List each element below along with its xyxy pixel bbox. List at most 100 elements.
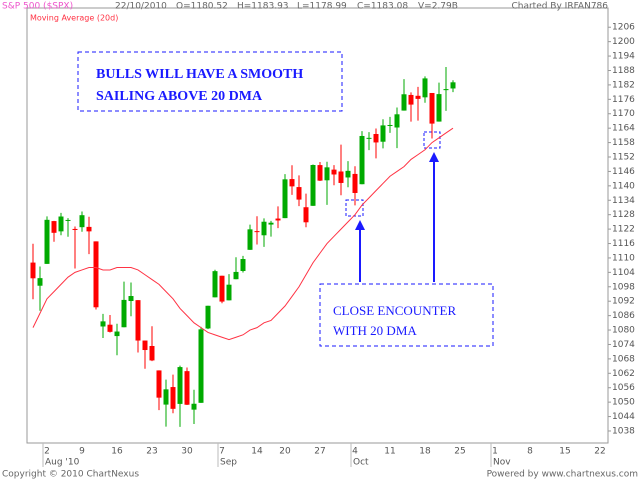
candle-body bbox=[289, 179, 295, 187]
candle-body bbox=[212, 271, 218, 298]
candle-body bbox=[198, 329, 204, 403]
candle-body bbox=[149, 346, 155, 361]
y-tick-label: 1068 bbox=[612, 354, 635, 364]
candle-body bbox=[338, 171, 344, 183]
candle-body bbox=[310, 165, 316, 206]
y-tick-label: 1134 bbox=[612, 196, 635, 206]
candle-body bbox=[177, 367, 183, 404]
y-tick-label: 1140 bbox=[612, 181, 635, 191]
candle-body bbox=[58, 216, 64, 232]
candle-body bbox=[107, 324, 113, 332]
candle-body bbox=[387, 124, 393, 126]
quote: O=1180.52 bbox=[176, 2, 228, 12]
y-tick-label: 1146 bbox=[612, 167, 635, 177]
x-tick-label: 27 bbox=[314, 447, 325, 457]
y-tick-label: 1122 bbox=[612, 225, 635, 235]
footer-left: Copyright © 2010 ChartNexus bbox=[2, 470, 139, 480]
month-label: Aug '10 bbox=[45, 458, 80, 468]
y-tick-label: 1170 bbox=[612, 109, 635, 119]
month-label: Oct bbox=[353, 458, 369, 468]
candle-body bbox=[331, 169, 337, 175]
candle-body bbox=[163, 389, 169, 405]
y-tick-label: 1206 bbox=[612, 23, 635, 33]
x-tick-label: 15 bbox=[559, 447, 570, 457]
annotation-text: CLOSE ENCOUNTER bbox=[333, 303, 456, 318]
y-tick-label: 1110 bbox=[612, 253, 635, 263]
x-tick-label: 8 bbox=[527, 447, 533, 457]
candle-body bbox=[79, 215, 85, 228]
y-tick-label: 1092 bbox=[612, 297, 635, 307]
candle-body bbox=[296, 187, 302, 200]
x-tick-label: 16 bbox=[111, 447, 123, 457]
y-tick-label: 1194 bbox=[612, 52, 635, 62]
y-tick-label: 1050 bbox=[612, 398, 635, 408]
candle-body bbox=[254, 231, 260, 233]
chart-title: S&P 500 ($SPX) bbox=[2, 2, 73, 12]
quote: L=1178.99 bbox=[297, 2, 347, 12]
candle-body bbox=[100, 321, 106, 327]
annotation-text: WITH 20 DMA bbox=[333, 323, 417, 338]
candle-body bbox=[86, 226, 92, 232]
candle-body bbox=[142, 340, 148, 351]
candle-body bbox=[450, 82, 456, 89]
candle-body bbox=[324, 167, 330, 181]
date: 22/10/2010 bbox=[115, 2, 167, 12]
candle-body bbox=[219, 275, 225, 302]
candle-body bbox=[205, 305, 211, 329]
credit: Charted By IRFAN786 bbox=[511, 2, 608, 12]
candle-body bbox=[93, 241, 99, 308]
candle-body bbox=[373, 134, 379, 143]
y-tick-label: 1086 bbox=[612, 311, 635, 321]
month-label: Sep bbox=[220, 458, 237, 468]
x-tick-label: 25 bbox=[454, 447, 465, 457]
arrows bbox=[355, 152, 439, 282]
y-tick-label: 1176 bbox=[612, 95, 635, 105]
candle-body bbox=[114, 331, 120, 337]
candle-body bbox=[366, 137, 372, 139]
x-tick-label: 18 bbox=[419, 447, 431, 457]
candle-body bbox=[415, 95, 421, 99]
y-tick-label: 1044 bbox=[612, 412, 635, 422]
candle-body bbox=[443, 89, 449, 91]
month-label: Nov bbox=[493, 458, 511, 468]
candle-body bbox=[184, 371, 190, 405]
candle-body bbox=[317, 165, 323, 181]
x-tick-label: 14 bbox=[251, 447, 263, 457]
candle-body bbox=[394, 114, 400, 128]
y-tick-label: 1104 bbox=[612, 268, 635, 278]
candle-body bbox=[44, 219, 50, 264]
candle-body bbox=[345, 170, 351, 178]
candle-body bbox=[72, 228, 78, 230]
candle-body bbox=[30, 262, 36, 279]
y-tick-label: 1200 bbox=[612, 37, 635, 47]
x-tick-label: 7 bbox=[219, 447, 225, 457]
legend-entry: Moving Average (20d) bbox=[30, 14, 118, 23]
candle-body bbox=[233, 271, 239, 280]
x-tick-label: 30 bbox=[181, 447, 193, 457]
y-tick-label: 1080 bbox=[612, 326, 635, 336]
arrow-head bbox=[429, 152, 439, 162]
candle-body bbox=[282, 179, 288, 219]
y-tick-label: 1152 bbox=[612, 153, 635, 163]
x-tick-label: 20 bbox=[279, 447, 291, 457]
y-tick-label: 1056 bbox=[612, 383, 635, 393]
candle-body bbox=[128, 296, 134, 302]
y-tick-label: 1182 bbox=[612, 80, 635, 90]
x-tick-label: 2 bbox=[44, 447, 50, 457]
candle-body bbox=[380, 125, 386, 142]
annotation-box bbox=[319, 283, 494, 347]
y-tick-label: 1074 bbox=[612, 340, 635, 350]
candle-body bbox=[65, 219, 71, 221]
y-tick-label: 1062 bbox=[612, 369, 635, 379]
annotation-text: BULLS WILL HAVE A SMOOTH bbox=[96, 67, 303, 82]
y-tick-label: 1158 bbox=[612, 138, 635, 148]
highlight-box bbox=[345, 199, 364, 217]
quote: V=2.79B bbox=[418, 2, 458, 12]
footer-right: Powered by www.chartnexus.com bbox=[487, 470, 638, 480]
candle-body bbox=[401, 94, 407, 111]
arrow-head bbox=[355, 220, 365, 230]
candle-body bbox=[135, 300, 141, 341]
x-tick-label: 23 bbox=[146, 447, 157, 457]
